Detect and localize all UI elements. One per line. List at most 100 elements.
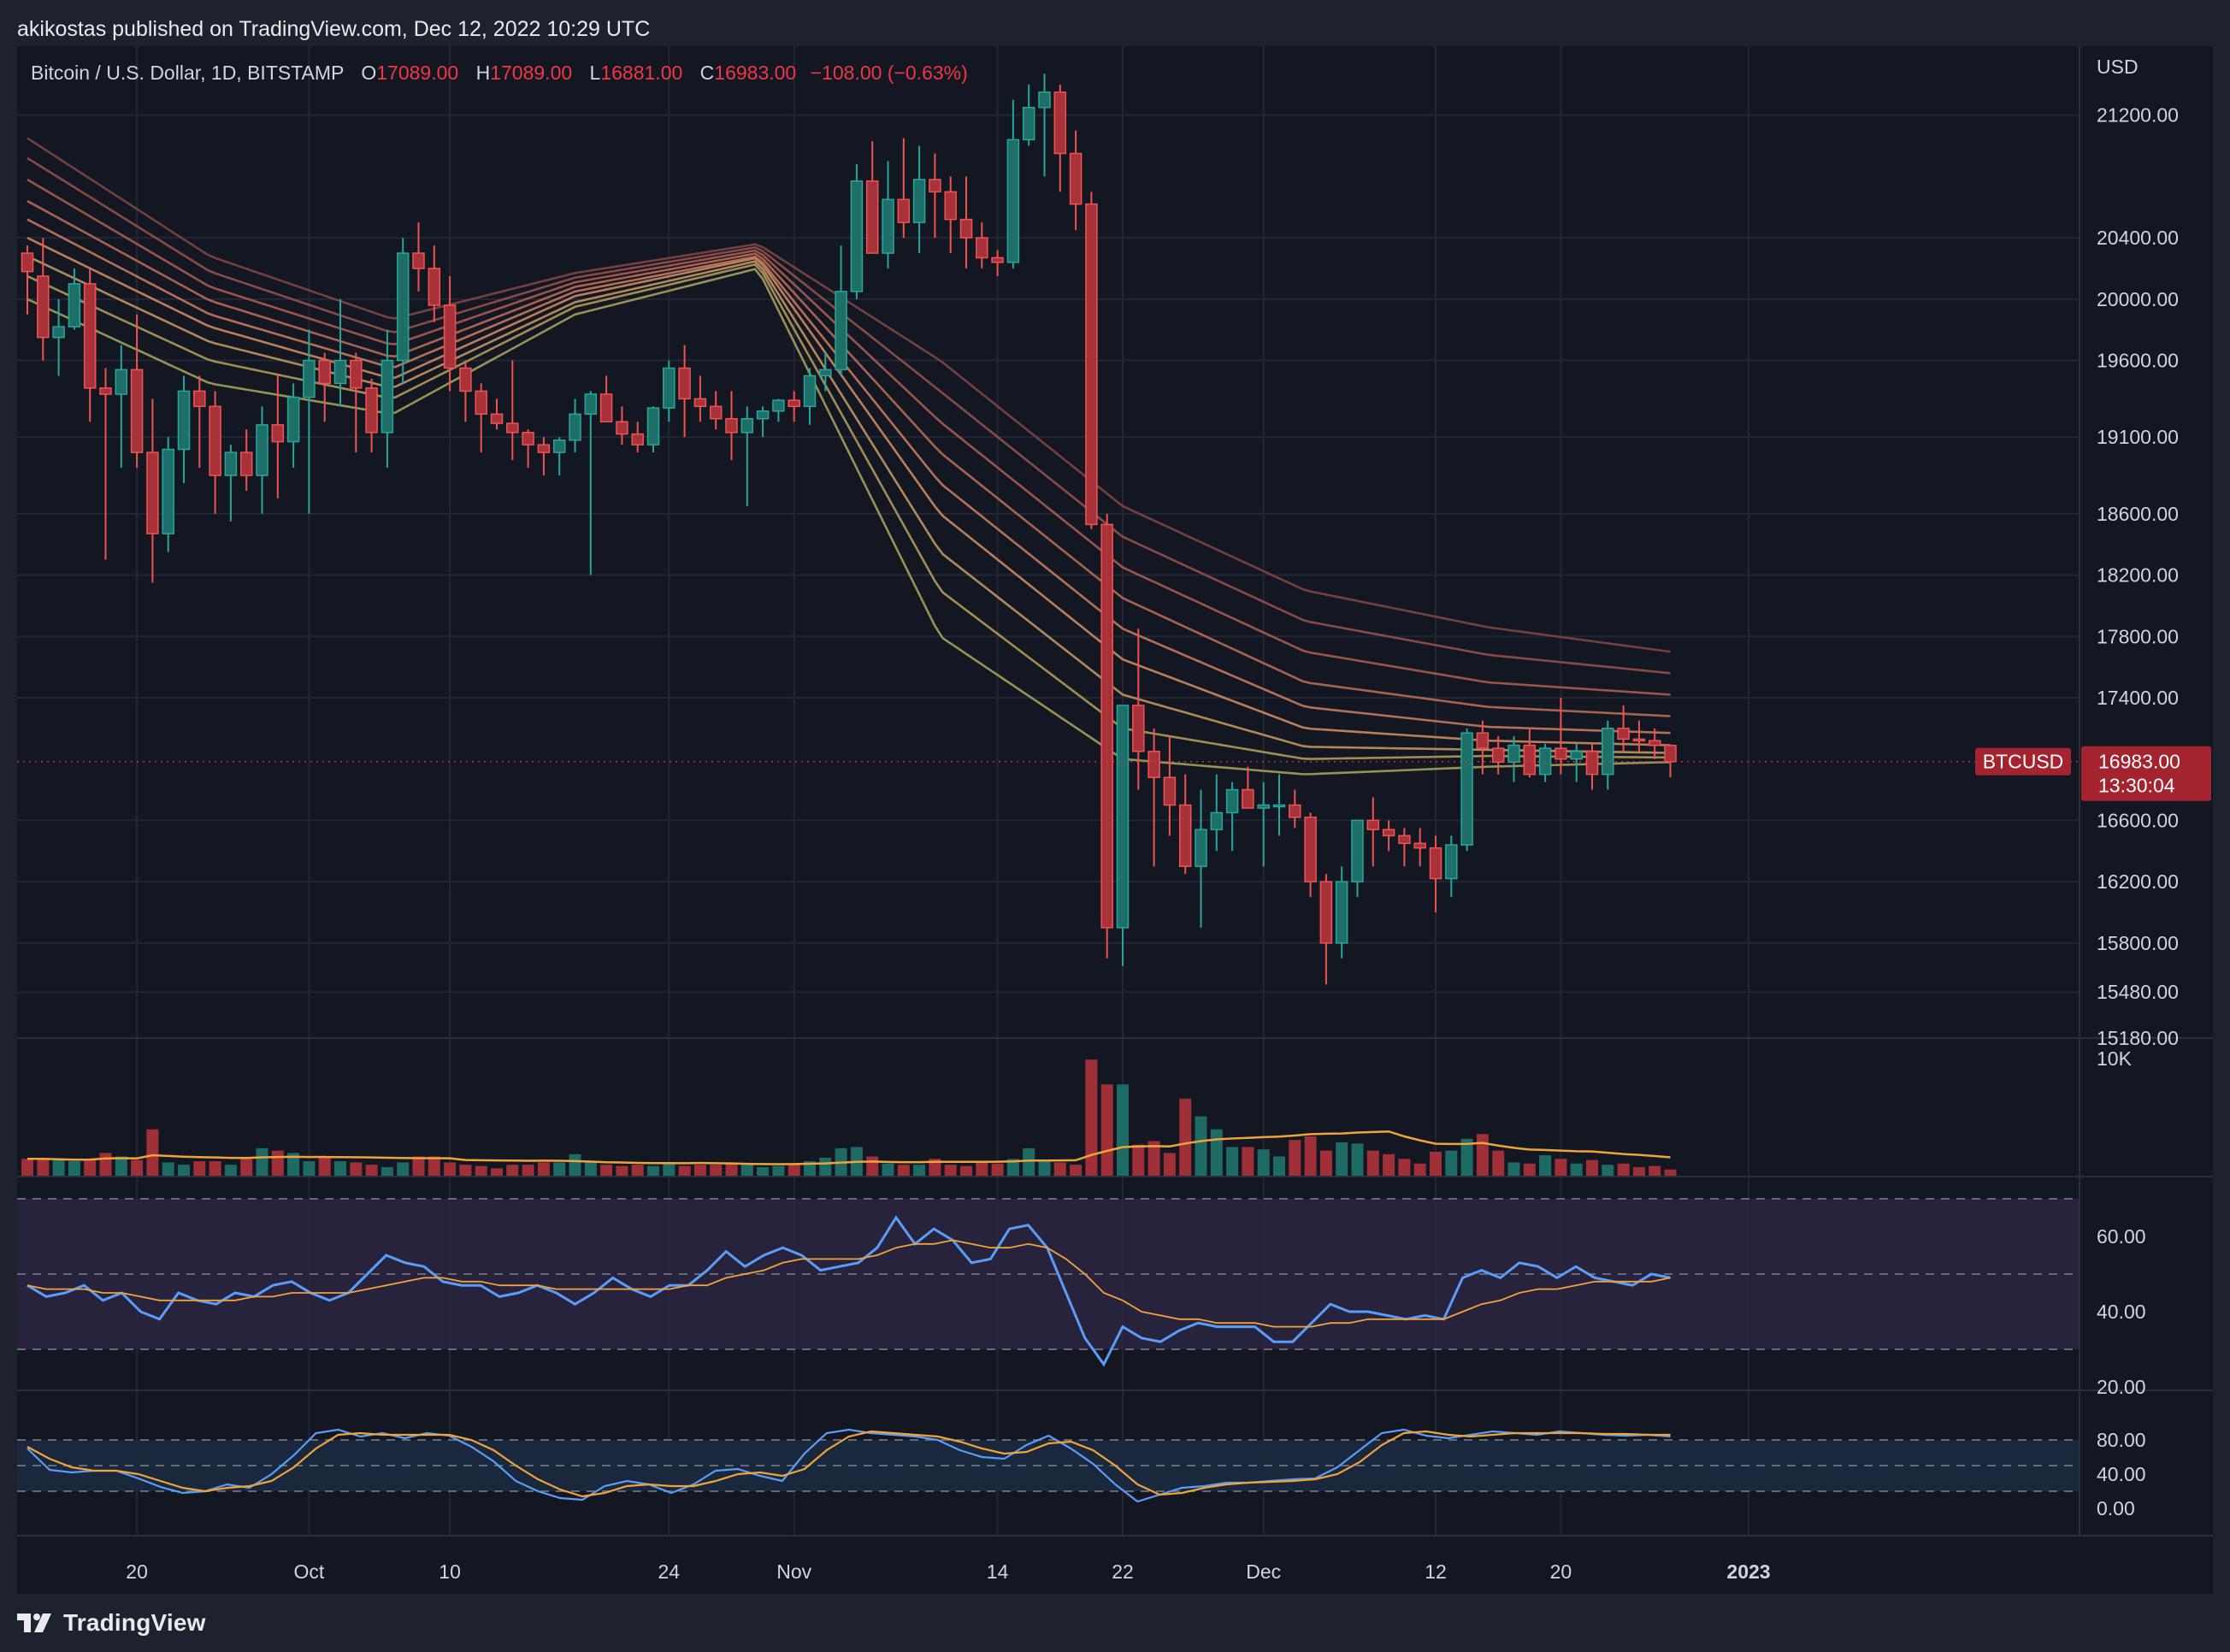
candle-83 [1319, 874, 1333, 985]
volume-bar-3 [68, 1161, 80, 1177]
volume-bar-99 [1570, 1163, 1583, 1177]
candle-19 [318, 352, 331, 422]
candle-body-58 [929, 179, 941, 193]
candle-93 [1476, 720, 1490, 775]
rsi-tick-1: 40.00 [2097, 1301, 2146, 1323]
volume-bar-44 [710, 1165, 723, 1177]
volume-bar-97 [1539, 1155, 1552, 1177]
candle-body-29 [475, 390, 487, 416]
candle-50 [803, 368, 817, 425]
ema-line-7 [27, 156, 1671, 675]
volume-bar-35 [569, 1153, 581, 1177]
candle-body-68 [1085, 203, 1098, 526]
candle-body-54 [865, 180, 879, 254]
price-tick-1: 20400.00 [2097, 227, 2179, 249]
volume-bar-43 [693, 1165, 706, 1177]
rsi-line-1 [27, 1239, 1671, 1328]
candle-body-56 [897, 198, 911, 223]
candle-7 [130, 314, 144, 469]
volume-bar-41 [663, 1162, 675, 1177]
candle-104 [1648, 728, 1661, 759]
chart-canvas[interactable]: USD 21200.00 20400.00 20000.00 19600.00 19100… [17, 46, 2213, 1594]
volume-bar-33 [537, 1162, 550, 1177]
volume-bar-77 [1226, 1147, 1239, 1177]
ema-line-8 [27, 137, 1671, 653]
legend-low: 16881.00 [600, 62, 683, 84]
price-tick-5: 18600.00 [2097, 503, 2179, 525]
price-axis-currency: USD [2097, 56, 2139, 78]
volume-bar-78 [1242, 1147, 1254, 1177]
volume-bars [21, 1059, 1677, 1177]
candle-body-31 [506, 422, 519, 434]
candle-30 [490, 398, 504, 430]
volume-bar-94 [1492, 1150, 1505, 1177]
candle-body-6 [115, 369, 128, 395]
volume-bar-67 [1070, 1165, 1083, 1177]
symbol-tag-text: BTCUSD [1983, 751, 2064, 773]
candle-9 [162, 437, 174, 552]
rsi-tick-2: 20.00 [2097, 1376, 2146, 1398]
volume-bar-8 [146, 1129, 159, 1177]
candle-26 [428, 245, 441, 322]
candle-31 [506, 360, 519, 461]
candle-12 [209, 391, 221, 514]
candle-body-8 [146, 451, 159, 534]
price-tick-4: 19100.00 [2097, 426, 2179, 448]
volume-bar-27 [444, 1162, 457, 1177]
volume-bar-103 [1632, 1166, 1645, 1177]
volume-bar-87 [1383, 1153, 1395, 1177]
candle-body-10 [177, 390, 191, 451]
candle-body-1 [37, 275, 50, 339]
volume-bar-4 [84, 1159, 97, 1177]
price-tick-7: 17800.00 [2097, 625, 2179, 647]
time-tick-3: 24 [658, 1561, 681, 1583]
volume-bar-10 [178, 1165, 190, 1177]
volume-bar-32 [522, 1165, 534, 1177]
candle-body-7 [130, 369, 144, 453]
candle-body-49 [788, 399, 800, 408]
volume-bar-50 [804, 1161, 816, 1177]
candle-body-53 [850, 180, 864, 292]
candle-14 [239, 429, 253, 491]
candle-body-85 [1351, 819, 1364, 882]
time-tick-5: 14 [987, 1561, 1009, 1583]
candle-body-102 [1617, 728, 1630, 740]
candle-8 [146, 398, 159, 583]
candle-74 [1178, 774, 1192, 875]
chart-panel[interactable]: USD 21200.00 20400.00 20000.00 19600.00 19100… [17, 46, 2213, 1594]
candle-21 [350, 352, 363, 453]
legend-symbol: Bitcoin / U.S. Dollar, 1D, BITSTAMP [31, 62, 344, 84]
tradingview-logo[interactable]: TradingView [17, 1609, 206, 1637]
volume-bar-72 [1147, 1141, 1160, 1177]
candle-77 [1225, 782, 1239, 852]
candle-40 [646, 406, 660, 453]
volume-bar-0 [21, 1159, 33, 1177]
candle-48 [772, 398, 785, 422]
volume-bar-5 [99, 1153, 112, 1177]
legend-change: −108.00 (−0.63%) [810, 62, 968, 84]
candle-16 [271, 375, 285, 499]
candle-body-70 [1116, 705, 1130, 929]
volume-bar-70 [1117, 1084, 1129, 1177]
time-tick-1: Oct [294, 1561, 325, 1583]
volume-bar-82 [1304, 1136, 1317, 1177]
candle-body-37 [599, 393, 613, 423]
candle-body-63 [1006, 139, 1020, 263]
candle-body-52 [835, 291, 847, 371]
candle-4 [83, 268, 97, 422]
price-tick-6: 18200.00 [2097, 564, 2179, 587]
volume-bar-34 [553, 1162, 566, 1177]
candles [21, 74, 1677, 985]
volume-bar-49 [788, 1165, 800, 1177]
candle-body-13 [224, 451, 238, 476]
candle-body-82 [1304, 817, 1317, 882]
price-tick-12: 15480.00 [2097, 981, 2179, 1003]
candle-body-44 [709, 405, 723, 420]
price-tick-8: 17400.00 [2097, 687, 2179, 709]
candle-91 [1445, 835, 1458, 898]
price-tick-0: 21200.00 [2097, 104, 2179, 127]
candle-body-81 [1289, 804, 1301, 818]
symbol-tag-box [1975, 747, 2071, 776]
candle-body-12 [209, 405, 221, 476]
volume-bar-19 [318, 1156, 331, 1177]
